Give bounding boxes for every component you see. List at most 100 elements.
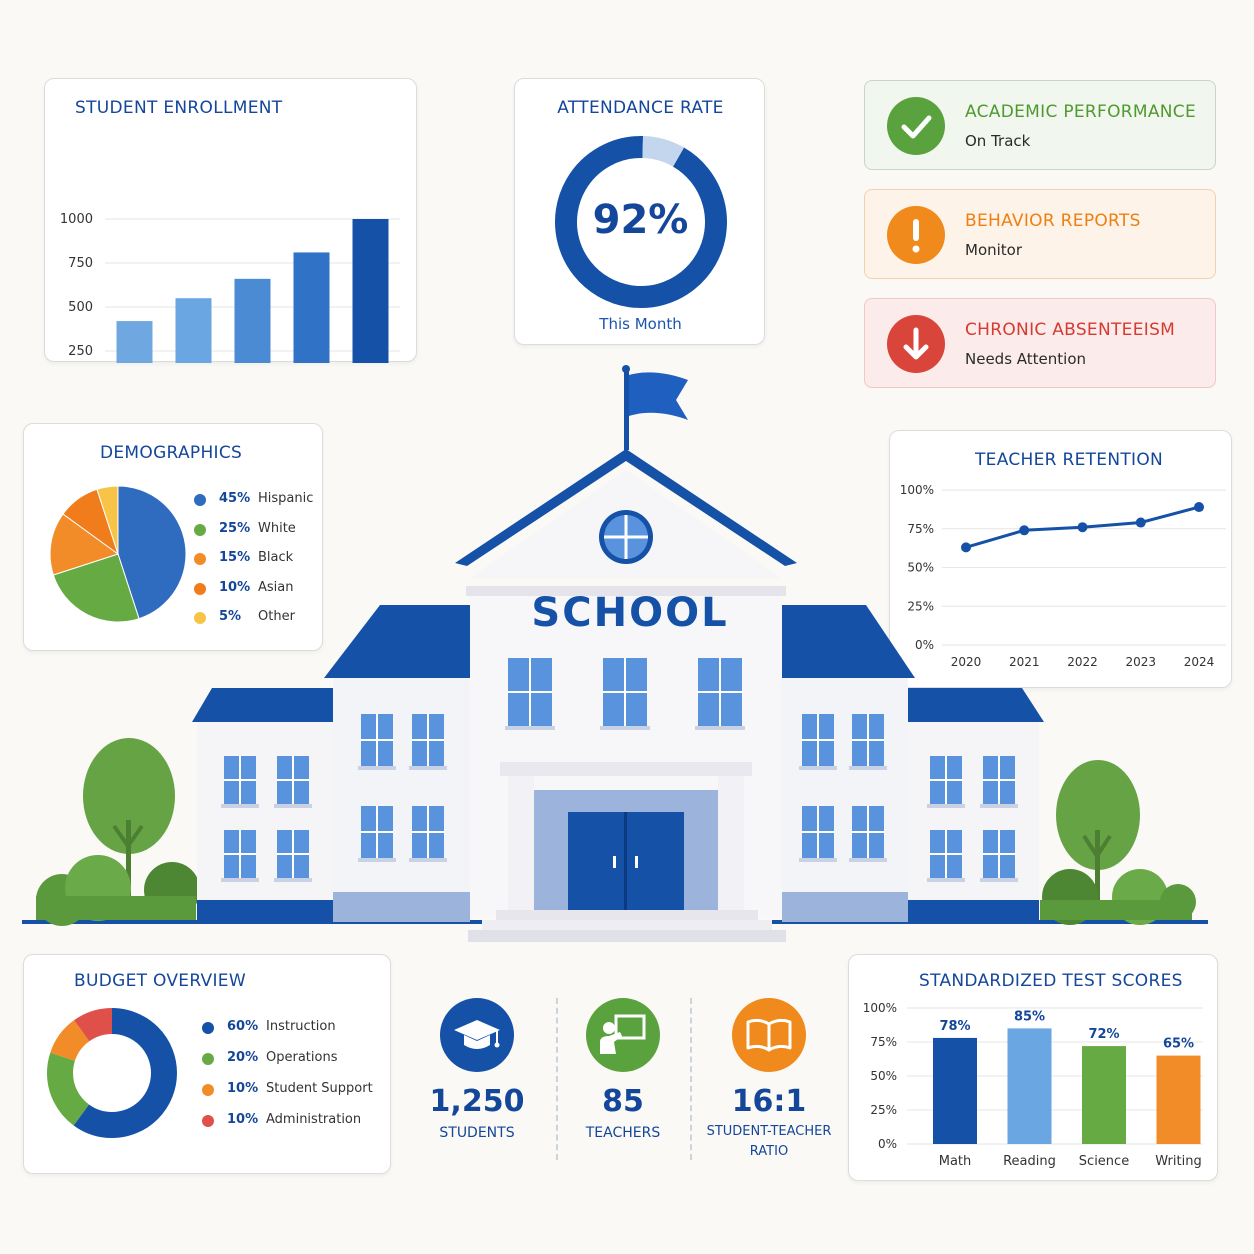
status-behavior-card: BEHAVIOR REPORTS Monitor [864,189,1216,279]
window-sill [799,858,837,862]
retention-point [1135,517,1146,528]
legend-label: Other [258,609,295,624]
retention-point [961,542,971,553]
retention-ytick: 50% [907,561,934,575]
ratio-label-line2: RATIO [749,1144,789,1159]
building-window [277,756,309,804]
enrollment-ytick: 250 [68,344,93,359]
building-window [412,806,444,858]
window-sill [927,804,965,808]
building-window [983,756,1015,804]
attendance-title: ATTENDANCE RATE [557,98,724,118]
legend-percent: 60% [227,1019,259,1034]
tests-title: STANDARDIZED TEST SCORES [919,971,1183,991]
building-window [802,806,834,858]
window-sill [409,858,447,862]
window-sill [409,766,447,770]
window-sill [849,766,887,770]
tests-xtick: Writing [1155,1154,1201,1169]
enrollment-bar [116,321,153,363]
school-sign: SCHOOL [531,590,728,636]
building-window [698,658,742,726]
enrollment-title: STUDENT ENROLLMENT [75,98,283,118]
window-sill [358,858,396,862]
left-wing [192,688,338,922]
ratio-value: 16:1 [731,1084,807,1119]
legend-percent: 10% [219,579,251,595]
legend-percent: 20% [227,1050,259,1065]
demographics-title: DEMOGRAPHICS [100,443,243,463]
window-sill [695,726,745,730]
exclamation-icon [887,206,945,264]
tests-data-label: 85% [1014,1009,1045,1024]
stats-panel: 1,250 STUDENTS 85 TEACHERS 16:1 STUDENT-… [400,990,840,1170]
left-tree-icon [36,738,200,926]
legend-percent: 15% [219,550,251,565]
retention-xtick: 2022 [1067,655,1098,669]
budget-arc [47,1008,177,1138]
ground-line [22,920,1208,924]
status-academic-title: ACADEMIC PERFORMANCE [965,102,1197,122]
enrollment-chart: 0250500750100020202021202220232024 [60,212,400,363]
enrollment-card: STUDENT ENROLLMENT 025050075010002020202… [44,78,417,363]
legend-label: Hispanic [258,491,314,506]
tests-xtick: Science [1079,1154,1129,1169]
tests-ytick: 50% [870,1069,897,1083]
retention-ytick: 25% [907,599,934,613]
legend-percent: 10% [227,1081,259,1096]
legend-label: Administration [266,1112,362,1127]
right-tree-icon [1040,760,1196,925]
legend-percent: 45% [219,491,251,506]
tests-card: STANDARDIZED TEST SCORES 0% 25% 50% 75% 100%… [848,954,1218,1181]
budget-donut [47,1008,177,1138]
window-sill [927,878,965,882]
retention-ytick: 0% [915,638,934,652]
building-window [802,714,834,766]
retention-card: TEACHER RETENTION 0% 25% 50% 75% 100% 2020 202… [889,430,1232,688]
building-window [277,830,309,878]
legend-swatch [194,494,206,506]
attendance-subtitle: This Month [599,315,682,333]
enrollment-bar [352,219,389,363]
building-window [852,714,884,766]
center-building [455,365,797,942]
tests-ytick: 0% [878,1137,897,1151]
legend-swatch [202,1022,214,1034]
legend-swatch [194,523,206,536]
status-behavior-subtitle: Monitor [965,241,1023,259]
window-sill [358,766,396,770]
attendance-remaining-arc [555,136,727,308]
window-sill [221,804,259,808]
graduation-cap-icon [440,998,514,1072]
tests-chart: 0% 25% 50% 75% 100% 78% Math 85% Reading 72% Scien… [863,1001,1203,1169]
teachers-label: TEACHERS [585,1125,661,1141]
enrollment-ytick: 1000 [60,212,93,227]
building-window [930,756,962,804]
status-absenteeism-subtitle: Needs Attention [965,350,1087,368]
legend-label: Black [258,550,294,565]
tests-xtick: Math [939,1154,972,1169]
window-sill [980,878,1018,882]
tests-data-label: 78% [939,1019,970,1034]
window-sill [980,804,1018,808]
teachers-count: 85 [602,1084,644,1119]
window-sill [799,766,837,770]
building-window [603,658,647,726]
tests-ytick: 25% [870,1103,897,1117]
retention-point [1077,522,1088,533]
retention-ytick: 100% [900,483,934,497]
attendance-donut [555,136,727,308]
building-window [224,756,256,804]
window-sill [274,878,312,882]
attendance-card: ATTENDANCE RATE 92% This Month [514,78,765,345]
right-wing [905,688,1044,922]
legend-swatch [202,1115,214,1127]
legend-percent: 25% [219,520,251,536]
retention-ytick: 75% [907,522,934,536]
legend-swatch [202,1084,214,1096]
budget-title: BUDGET OVERVIEW [74,971,246,991]
window-sill [849,858,887,862]
tests-xtick: Reading [1003,1154,1056,1169]
legend-percent: 5% [219,609,242,624]
demographics-slice [49,513,120,576]
